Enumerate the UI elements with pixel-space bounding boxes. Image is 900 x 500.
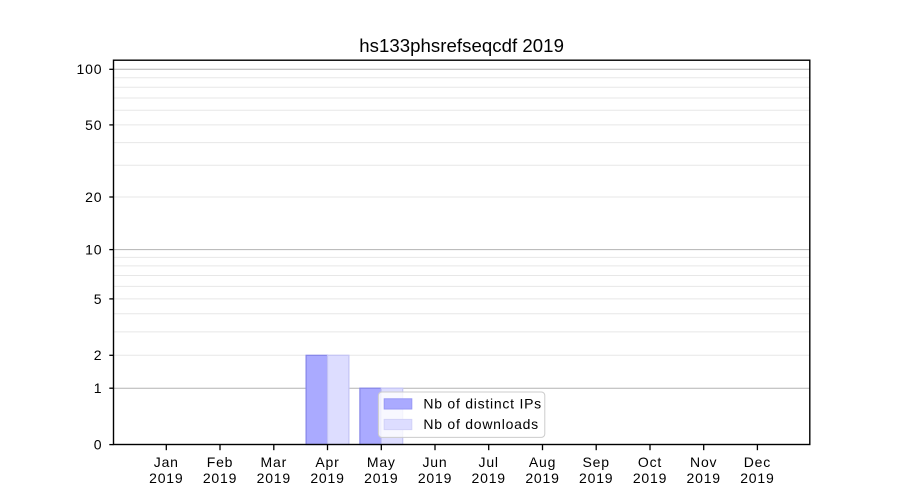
- svg-text:Nov: Nov: [690, 454, 717, 470]
- svg-text:100: 100: [77, 61, 103, 77]
- svg-text:2019: 2019: [418, 470, 452, 486]
- svg-text:2019: 2019: [203, 470, 237, 486]
- svg-text:Oct: Oct: [638, 454, 662, 470]
- svg-text:May: May: [367, 454, 396, 470]
- svg-text:Aug: Aug: [529, 454, 556, 470]
- svg-text:2: 2: [94, 347, 103, 363]
- svg-text:2019: 2019: [257, 470, 291, 486]
- svg-text:Apr: Apr: [315, 454, 339, 470]
- svg-text:50: 50: [85, 117, 102, 133]
- svg-text:2019: 2019: [472, 470, 506, 486]
- svg-text:Jan: Jan: [154, 454, 179, 470]
- svg-text:2019: 2019: [364, 470, 398, 486]
- svg-text:10: 10: [85, 242, 102, 258]
- svg-text:Sep: Sep: [583, 454, 610, 470]
- svg-text:2019: 2019: [633, 470, 667, 486]
- svg-text:Jun: Jun: [423, 454, 448, 470]
- svg-text:20: 20: [85, 189, 102, 205]
- svg-text:0: 0: [94, 437, 103, 453]
- svg-text:2019: 2019: [310, 470, 344, 486]
- svg-text:Nb of downloads: Nb of downloads: [423, 416, 539, 432]
- svg-text:2019: 2019: [687, 470, 721, 486]
- svg-text:1: 1: [94, 380, 103, 396]
- svg-text:2019: 2019: [149, 470, 183, 486]
- svg-text:2019: 2019: [740, 470, 774, 486]
- svg-text:Nb of distinct IPs: Nb of distinct IPs: [423, 396, 542, 412]
- svg-text:hs133phsrefseqcdf 2019: hs133phsrefseqcdf 2019: [359, 35, 564, 56]
- svg-text:5: 5: [94, 291, 103, 307]
- svg-text:2019: 2019: [525, 470, 559, 486]
- svg-text:Dec: Dec: [744, 454, 771, 470]
- svg-text:Feb: Feb: [207, 454, 234, 470]
- svg-text:Mar: Mar: [261, 454, 288, 470]
- svg-text:Jul: Jul: [479, 454, 499, 470]
- svg-text:2019: 2019: [579, 470, 613, 486]
